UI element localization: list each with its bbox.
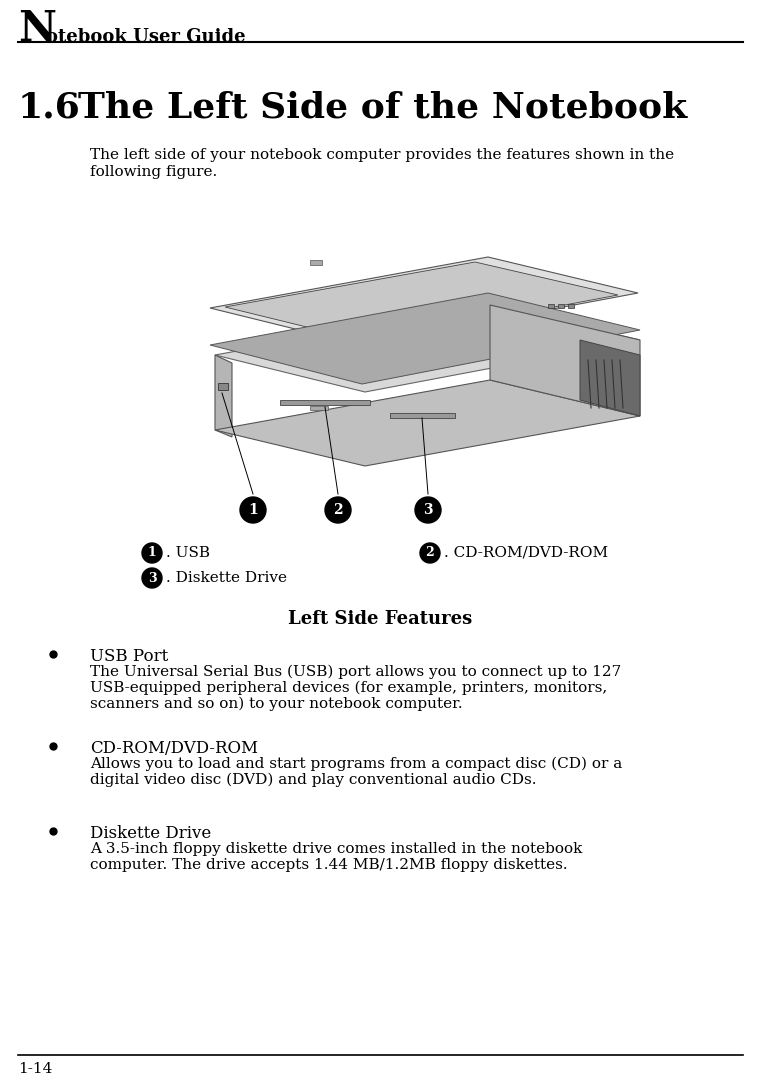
Polygon shape bbox=[210, 293, 640, 384]
Text: 2: 2 bbox=[425, 546, 435, 560]
Bar bbox=[310, 406, 328, 410]
Text: USB Port: USB Port bbox=[90, 648, 168, 665]
Polygon shape bbox=[210, 257, 638, 345]
Text: 2: 2 bbox=[333, 503, 342, 517]
Circle shape bbox=[142, 568, 162, 588]
Text: Left Side Features: Left Side Features bbox=[288, 610, 473, 628]
Text: CD-ROM/DVD-ROM: CD-ROM/DVD-ROM bbox=[90, 740, 258, 757]
Bar bbox=[218, 383, 228, 390]
Bar bbox=[310, 260, 322, 265]
Text: The left side of your notebook computer provides the features shown in the: The left side of your notebook computer … bbox=[90, 148, 674, 162]
Text: 1: 1 bbox=[148, 546, 156, 560]
Bar bbox=[280, 400, 370, 405]
Text: following figure.: following figure. bbox=[90, 165, 217, 179]
Circle shape bbox=[420, 543, 440, 563]
Text: Allows you to load and start programs from a compact disc (CD) or a: Allows you to load and start programs fr… bbox=[90, 757, 622, 771]
Text: . CD-ROM/DVD-ROM: . CD-ROM/DVD-ROM bbox=[444, 546, 608, 560]
Text: . Diskette Drive: . Diskette Drive bbox=[166, 571, 287, 585]
Text: 1: 1 bbox=[248, 503, 258, 517]
Bar bbox=[548, 304, 554, 308]
Text: 1-14: 1-14 bbox=[18, 1062, 53, 1076]
Text: digital video disc (DVD) and play conventional audio CDs.: digital video disc (DVD) and play conven… bbox=[90, 773, 537, 788]
Text: 3: 3 bbox=[423, 503, 433, 517]
Circle shape bbox=[240, 497, 266, 523]
Polygon shape bbox=[225, 262, 618, 342]
Text: 1.6: 1.6 bbox=[18, 90, 81, 124]
Text: . USB: . USB bbox=[166, 546, 210, 560]
Polygon shape bbox=[215, 305, 640, 392]
Bar bbox=[558, 304, 564, 308]
Text: computer. The drive accepts 1.44 MB/1.2MB floppy diskettes.: computer. The drive accepts 1.44 MB/1.2M… bbox=[90, 858, 568, 872]
Circle shape bbox=[415, 497, 441, 523]
Text: N: N bbox=[18, 8, 56, 50]
Text: scanners and so on) to your notebook computer.: scanners and so on) to your notebook com… bbox=[90, 697, 463, 711]
Circle shape bbox=[325, 497, 351, 523]
Bar bbox=[568, 304, 574, 308]
Text: Diskette Drive: Diskette Drive bbox=[90, 825, 212, 842]
Text: The Universal Serial Bus (USB) port allows you to connect up to 127: The Universal Serial Bus (USB) port allo… bbox=[90, 665, 621, 680]
Circle shape bbox=[142, 543, 162, 563]
Text: The Left Side of the Notebook: The Left Side of the Notebook bbox=[78, 90, 687, 124]
Text: USB-equipped peripheral devices (for example, printers, monitors,: USB-equipped peripheral devices (for exa… bbox=[90, 681, 607, 695]
Text: A 3.5-inch floppy diskette drive comes installed in the notebook: A 3.5-inch floppy diskette drive comes i… bbox=[90, 842, 582, 856]
Text: otebook User Guide: otebook User Guide bbox=[46, 28, 246, 46]
Bar bbox=[390, 413, 455, 418]
Polygon shape bbox=[490, 305, 640, 416]
Polygon shape bbox=[215, 380, 640, 466]
Polygon shape bbox=[580, 340, 640, 416]
Text: 3: 3 bbox=[148, 572, 156, 585]
Polygon shape bbox=[215, 355, 232, 437]
